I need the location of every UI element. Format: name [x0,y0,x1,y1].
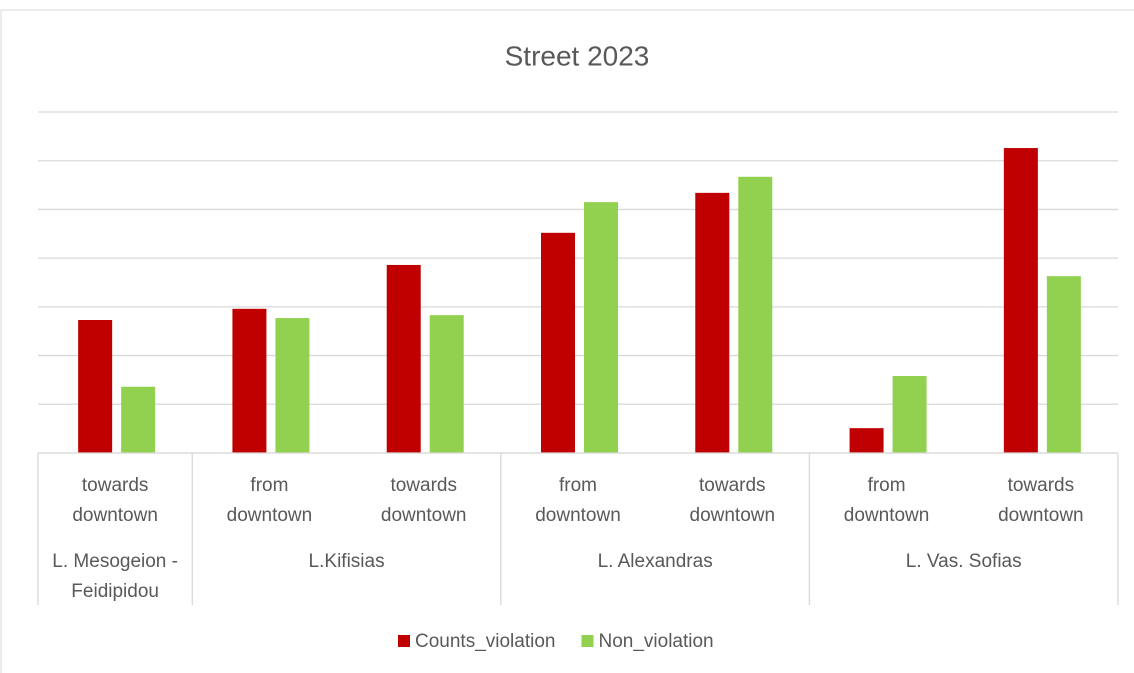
group-label: L. Mesogeion -Feidipidou [52,551,178,602]
group-label: L. Vas. Sofias [906,551,1022,572]
x-tick-label: from downtown [844,475,930,526]
legend-swatch [398,635,410,647]
x-tick-label: from downtown [535,475,621,526]
x-tick-label: towards downtown [690,475,776,526]
bar [695,192,730,453]
bar [849,428,884,453]
bar [386,264,421,453]
bar [584,202,618,453]
x-tick-label: from downtown [227,475,313,526]
bar [1046,276,1081,453]
bar [892,376,927,453]
x-tick-label: towards downtown [381,475,467,526]
bar [541,232,575,453]
x-tick-label: towards downtown [72,475,158,526]
group-label: L. Alexandras [598,551,713,572]
bar [275,318,310,453]
legend-label: Non_violation [598,631,713,652]
bar [738,176,773,454]
group-label: L.Kifisias [309,551,385,572]
bar [1003,148,1038,453]
chart-title: Street 2023 [505,40,650,71]
x-tick-label: towards downtown [998,475,1084,526]
legend-label: Counts_violation [415,631,555,652]
bar [232,308,267,453]
bar [78,320,113,453]
bar [429,315,464,453]
legend-swatch [581,635,594,647]
bar [121,386,156,453]
